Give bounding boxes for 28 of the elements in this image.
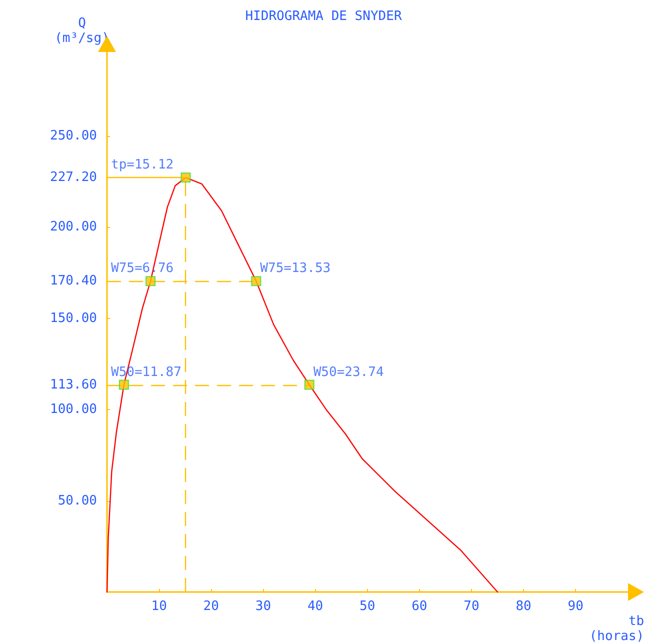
y-tick-label: 50.00 [58,493,97,508]
annotation: tp=15.12 [111,158,174,173]
x-axis-title: tb (horas) [589,614,644,644]
x-tick-label: 20 [203,599,219,614]
point [251,276,262,286]
x-tick-label: 60 [412,599,428,614]
point [180,172,191,183]
y-tick-label: 113.60 [50,377,97,392]
y-tick-label: 170.40 [50,274,97,289]
x-tick-label: 10 [151,599,167,614]
x-tick-label: 90 [568,599,584,614]
annotation: W75=13.53 [260,261,331,276]
chart-title: HIDROGRAMA DE SNYDER [245,9,402,24]
x-tick-label: 40 [307,599,324,614]
x-tick-label: 30 [255,599,272,614]
x-tick-label: 70 [464,599,480,614]
point [118,380,129,390]
y-axis-title: Q (m³/sg) [54,16,110,46]
x-tick-label: 80 [516,599,532,614]
x-tick-label: 50 [360,599,376,614]
y-tick-label: 227.20 [50,170,97,186]
y-tick-label: 150.00 [50,310,97,326]
y-tick-label: 100.00 [50,402,97,418]
point [146,276,156,286]
y-tick-label: 200.00 [50,220,97,235]
annotation: W50=23.74 [313,364,384,380]
y-tick-label: 250.00 [50,128,97,144]
point [304,380,314,390]
